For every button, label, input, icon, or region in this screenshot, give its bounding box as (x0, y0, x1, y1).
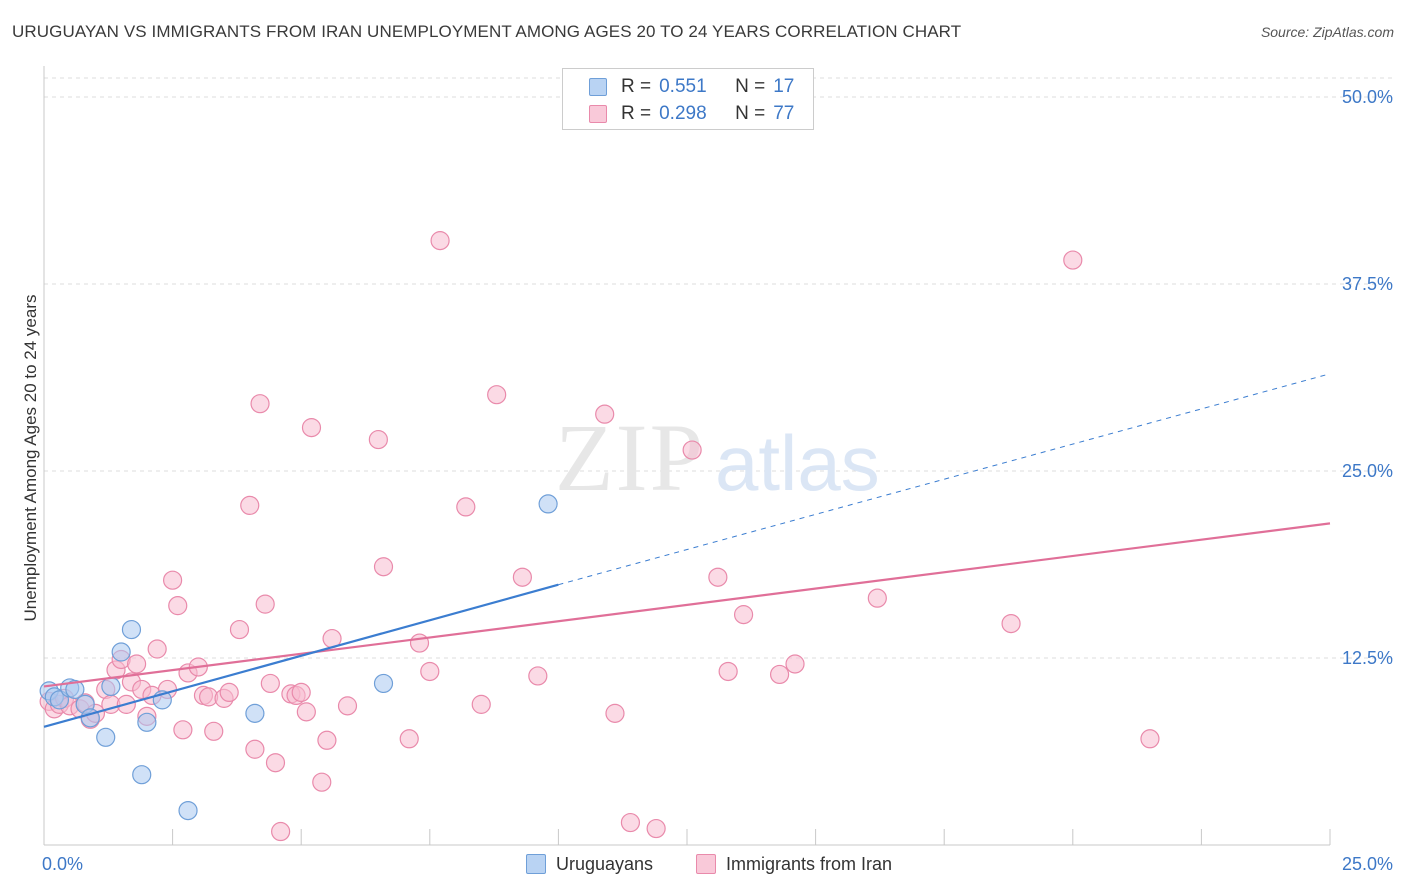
iran-point (168, 596, 188, 616)
iran-point (245, 739, 265, 759)
iran-point (420, 661, 440, 682)
iran-point (867, 588, 887, 608)
iran-point (368, 429, 388, 450)
trend-lines (43, 373, 1331, 728)
watermark-atlas: atlas (715, 419, 880, 507)
iran-point (126, 654, 147, 674)
y-tick-label: 12.5% (1342, 648, 1393, 668)
legend-row-iran: R = 0.298 N = 77 (589, 102, 794, 126)
uruguayan-point (245, 703, 265, 723)
iran-point (399, 729, 419, 749)
iran-point (409, 633, 430, 653)
iran-point (163, 570, 183, 590)
bottom-legend-iran: Immigrants from Iran (696, 852, 892, 876)
iran-point (296, 702, 316, 722)
iran-point (785, 654, 805, 674)
legend-r-label: R = (621, 76, 652, 97)
y-axis-label: Unemployment Among Ages 20 to 24 years (21, 295, 40, 622)
uruguayan-point (373, 673, 394, 694)
bottom-legend-swatch-pink (696, 854, 716, 874)
iran-point (605, 703, 625, 723)
iran-point (229, 619, 250, 640)
iran-point (456, 497, 476, 517)
iran-point (595, 404, 615, 424)
iran-point (1001, 613, 1021, 634)
iran-point (1140, 729, 1160, 749)
y-tick-label: 50.0% (1342, 87, 1393, 107)
iran-point (240, 495, 260, 516)
iran-point (147, 639, 167, 659)
x-tick-label: 0.0% (42, 854, 83, 874)
chart-title: URUGUAYAN VS IMMIGRANTS FROM IRAN UNEMPL… (12, 22, 962, 41)
iran-point (708, 567, 728, 587)
legend-n-label: N = (735, 103, 766, 124)
iran-point (271, 821, 291, 842)
y-tick-labels: 12.5% 25.0% 37.5% 50.0% (1342, 87, 1393, 668)
iran-point (312, 772, 332, 792)
iran-point (487, 385, 507, 405)
axes (43, 66, 1331, 846)
iran-point (291, 682, 311, 703)
legend-row-uruguayans: R = 0.551 N = 17 (589, 75, 794, 99)
iran-point (471, 694, 491, 714)
iran-point (173, 720, 193, 740)
bottom-legend-label: Uruguayans (556, 853, 654, 874)
iran-point (733, 605, 754, 625)
source-label: Source: ZipAtlas.com (1260, 24, 1394, 40)
iran-point (682, 440, 702, 460)
y-tick-label: 37.5% (1342, 274, 1393, 294)
trend-line-iran (43, 522, 1331, 688)
uruguayan-point (101, 676, 121, 697)
legend-r-value: 0.298 (659, 103, 707, 124)
uruguayan-point (132, 765, 152, 785)
uruguayan-point (178, 800, 198, 821)
iran-point (255, 594, 275, 614)
iran-point (430, 231, 450, 251)
iran-point (512, 567, 532, 587)
bottom-legend-label: Immigrants from Iran (726, 853, 893, 874)
legend-n-value: 77 (773, 103, 795, 124)
legend-r-value: 0.551 (659, 76, 707, 97)
trend-line-uruguayans (43, 583, 559, 728)
legend-swatch-blue (589, 78, 607, 96)
x-tick-label: 25.0% (1342, 854, 1393, 874)
iran-point (1063, 250, 1083, 270)
bottom-legend-swatch-blue (526, 854, 546, 874)
iran-point (219, 682, 239, 703)
legend: R = 0.551 N = 17 R = 0.298 N = 77 (562, 68, 814, 130)
uruguayan-point (111, 642, 131, 662)
uruguayan-point (65, 679, 85, 700)
trend-line-uruguayans-extension (558, 373, 1331, 586)
uruguayan-point (121, 619, 142, 640)
legend-n-label: N = (735, 76, 766, 97)
series-iran-points (39, 231, 1160, 842)
iran-point (769, 664, 790, 685)
series-uruguayans-points (39, 494, 558, 821)
x-tick-labels: 0.0% 25.0% (42, 854, 1393, 874)
bottom-legend-uruguayans: Uruguayans (526, 852, 653, 876)
watermark-zip: ZIP (555, 404, 705, 511)
legend-swatch-pink (589, 105, 607, 123)
iran-point (337, 696, 358, 716)
iran-point (528, 666, 548, 686)
iran-point (373, 557, 394, 577)
uruguayan-point (538, 494, 558, 514)
iran-point (265, 753, 286, 773)
iran-point (301, 418, 322, 438)
iran-point (260, 673, 280, 694)
legend-n-value: 17 (773, 76, 795, 97)
legend-r-label: R = (621, 103, 652, 124)
uruguayan-point (96, 727, 116, 747)
iran-point (718, 661, 738, 682)
iran-point (317, 730, 337, 750)
y-tick-label: 25.0% (1342, 461, 1393, 481)
iran-point (620, 812, 641, 833)
uruguayan-point (137, 712, 157, 732)
iran-point (250, 394, 270, 414)
iran-point (204, 721, 224, 741)
iran-point (646, 818, 666, 839)
